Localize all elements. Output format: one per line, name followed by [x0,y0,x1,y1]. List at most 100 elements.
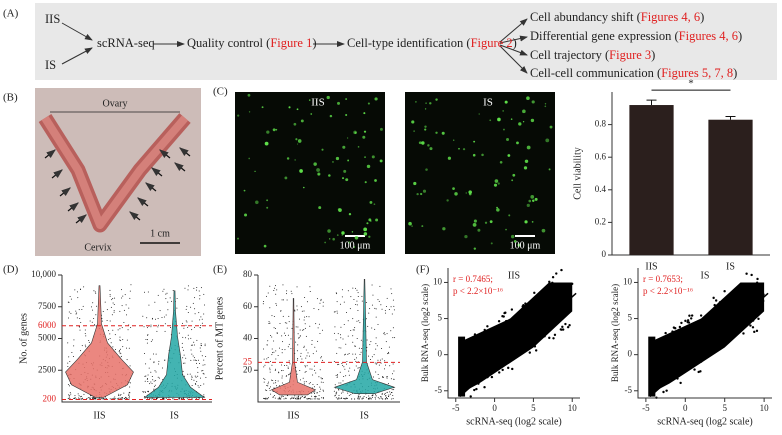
point [672,326,676,329]
cell-point [343,397,345,399]
cell-point [187,334,189,336]
cell-point [147,390,149,392]
cell-point [288,321,290,323]
cell-point [94,398,96,400]
point [713,318,717,321]
cell-point [350,329,352,331]
cell-point [121,398,123,400]
cell-point [343,323,345,325]
x-tick-label: -5 [452,403,460,413]
cell-point [75,313,77,315]
cell-dot [266,130,270,134]
cell-point [94,324,96,326]
point [497,344,500,347]
cell-point [352,341,354,343]
cell-point [312,384,314,386]
cell-point [76,291,78,293]
cell-dot [496,206,498,209]
photo-label: Ovary [103,98,128,109]
cell-point [320,357,322,359]
point [535,336,538,339]
flow-phrase: scRNA-seq [97,36,155,50]
cell-point [178,332,180,334]
point [501,349,504,352]
cell-dot [329,238,331,240]
point [751,326,755,329]
y-tick-label: 20 [243,364,253,374]
cell-point [77,393,79,395]
cell-point [320,356,322,358]
cell-point [336,391,338,393]
cell-point [144,375,146,377]
point [691,328,695,331]
cell-point [387,383,389,385]
cell-point [187,373,189,375]
cell-point [307,352,309,354]
cell-point [358,320,360,322]
cell-point [377,359,379,361]
cell-point [299,369,301,371]
cell-dot [345,113,348,117]
point [718,343,721,346]
cell-point [341,397,343,399]
point [728,334,731,337]
point [551,276,555,279]
cell-point [386,297,388,299]
cell-dot [299,169,303,173]
cell-point [314,395,316,397]
point [759,305,762,308]
cell-dot [478,113,480,115]
cell-point [311,392,313,394]
cell-point [144,352,146,354]
y-axis-label: No. of genes [18,313,29,364]
point [698,319,702,323]
cell-dot [446,199,449,202]
cell-point [269,389,271,391]
cell-point [295,341,297,343]
cell-point [152,397,154,399]
cell-point [368,398,370,400]
point [702,323,705,326]
y-tick-label: 0.8 [595,119,607,129]
cell-point [353,298,355,300]
cell-point [313,391,315,393]
cell-point [351,398,353,400]
y-tick-label: 5000 [38,333,57,343]
cell-dot [424,128,427,131]
cell-point [316,384,318,386]
cell-point [172,289,174,291]
cell-point [103,398,105,400]
cell-point [266,358,268,360]
cell-point [392,327,394,329]
cell-point [95,292,97,294]
cell-dot [346,137,349,139]
cell-point [155,371,157,373]
cell-point [369,358,371,360]
cell-point [386,391,388,393]
cell-point [361,398,363,400]
cell-point [121,396,123,398]
cell-point [290,397,292,399]
cell-point [390,393,392,395]
cell-dot [380,127,383,131]
arrow-mark [44,149,56,159]
point [738,309,741,312]
cell-dot [374,179,377,182]
cell-point [70,393,72,395]
cell-point [109,293,111,295]
cell-point [293,397,295,399]
cell-dot [454,192,458,196]
cell-dot [549,125,553,129]
cell-dot [472,153,476,157]
cell-point [334,395,336,397]
cell-point [68,397,70,399]
point [552,324,555,327]
cell-point [182,349,184,351]
cell-dot [518,122,522,126]
cell-point [126,347,128,349]
cell-point [366,346,368,348]
cell-point [306,301,308,303]
point [728,310,731,313]
cell-point [78,397,80,399]
cell-point [204,343,206,345]
